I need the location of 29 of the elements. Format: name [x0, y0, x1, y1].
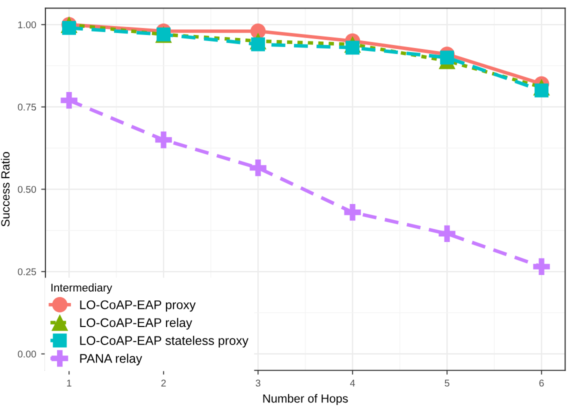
point	[440, 50, 454, 64]
legend-title: Intermediary	[51, 283, 112, 294]
point	[250, 160, 266, 176]
legend-label: LO-CoAP-EAP relay	[80, 318, 192, 330]
x-tick-label: 3	[256, 380, 260, 387]
point	[534, 84, 548, 98]
x-tick-label: 5	[444, 380, 450, 387]
x-tick-label: 6	[539, 380, 544, 387]
point	[344, 204, 361, 221]
point	[438, 225, 456, 242]
y-tick-label: 1.00	[18, 21, 36, 28]
point	[62, 20, 76, 35]
legend-label: LO-CoAP-EAP proxy	[80, 300, 196, 312]
y-tick-label: 0.00	[18, 350, 36, 358]
point	[251, 37, 265, 52]
y-tick-label: 0.50	[18, 186, 36, 193]
x-tick-label: 4	[350, 380, 355, 386]
x-axis-title: Number of Hops	[263, 394, 348, 406]
point	[346, 40, 360, 55]
x-tick-label: 1	[67, 380, 72, 386]
y-tick-label: 0.25	[18, 268, 36, 276]
point	[60, 92, 78, 109]
y-tick-label: 0.75	[18, 104, 36, 111]
legend-label: LO-CoAP-EAP stateless proxy	[80, 336, 248, 348]
point	[533, 258, 550, 275]
legend-label: PANA relay	[80, 354, 142, 366]
y-axis-title: Success Ratio	[0, 152, 10, 226]
point	[155, 132, 172, 148]
x-tick-label: 2	[161, 380, 166, 386]
